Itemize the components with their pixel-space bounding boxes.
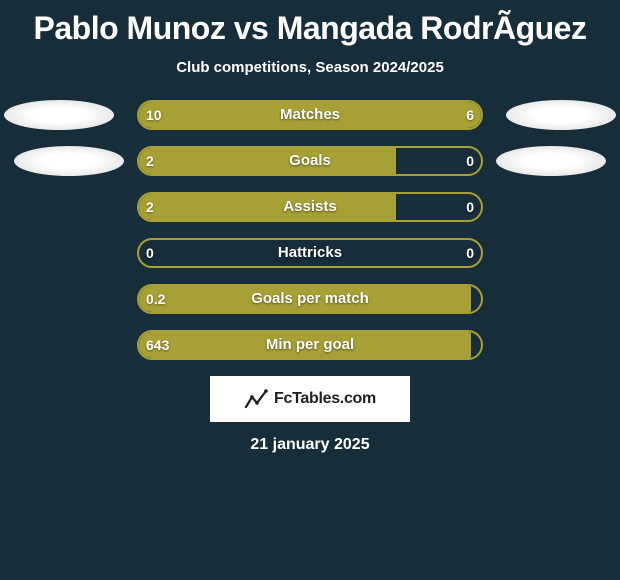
value-right: 0	[466, 238, 474, 268]
stat-row: 0.2 Goals per match	[0, 284, 620, 314]
bar-left	[139, 286, 471, 312]
value-left: 0.2	[146, 284, 165, 314]
bar-track	[137, 330, 483, 360]
player-right-marker	[496, 146, 606, 176]
value-left: 2	[146, 146, 154, 176]
bar-left	[139, 332, 471, 358]
player-right-marker	[506, 100, 616, 130]
player-left-marker	[4, 100, 114, 130]
bar-right	[353, 102, 481, 128]
bar-left	[139, 102, 353, 128]
value-left: 10	[146, 100, 162, 130]
source-logo: FcTables.com	[210, 376, 410, 422]
bar-track	[137, 192, 483, 222]
bar-track	[137, 146, 483, 176]
value-left: 643	[146, 330, 169, 360]
player-left-marker	[14, 146, 124, 176]
page-title: Pablo Munoz vs Mangada RodrÃguez	[0, 0, 620, 47]
stats-container: 10 6 Matches 2 0 Goals 2 0 Assists 0 0 H…	[0, 100, 620, 360]
stat-row: 2 0 Goals	[0, 146, 620, 176]
bar-track	[137, 284, 483, 314]
bar-track	[137, 100, 483, 130]
stat-row: 10 6 Matches	[0, 100, 620, 130]
date: 21 january 2025	[0, 436, 620, 454]
value-right: 6	[466, 100, 474, 130]
subtitle: Club competitions, Season 2024/2025	[0, 59, 620, 76]
source-logo-text: FcTables.com	[274, 390, 376, 408]
stat-row: 0 0 Hattricks	[0, 238, 620, 268]
value-left: 2	[146, 192, 154, 222]
bar-track	[137, 238, 483, 268]
bar-left	[139, 148, 396, 174]
stat-row: 643 Min per goal	[0, 330, 620, 360]
value-right: 0	[466, 192, 474, 222]
stat-row: 2 0 Assists	[0, 192, 620, 222]
value-left: 0	[146, 238, 154, 268]
value-right: 0	[466, 146, 474, 176]
bar-left	[139, 194, 396, 220]
fctables-logo-icon	[244, 389, 268, 409]
